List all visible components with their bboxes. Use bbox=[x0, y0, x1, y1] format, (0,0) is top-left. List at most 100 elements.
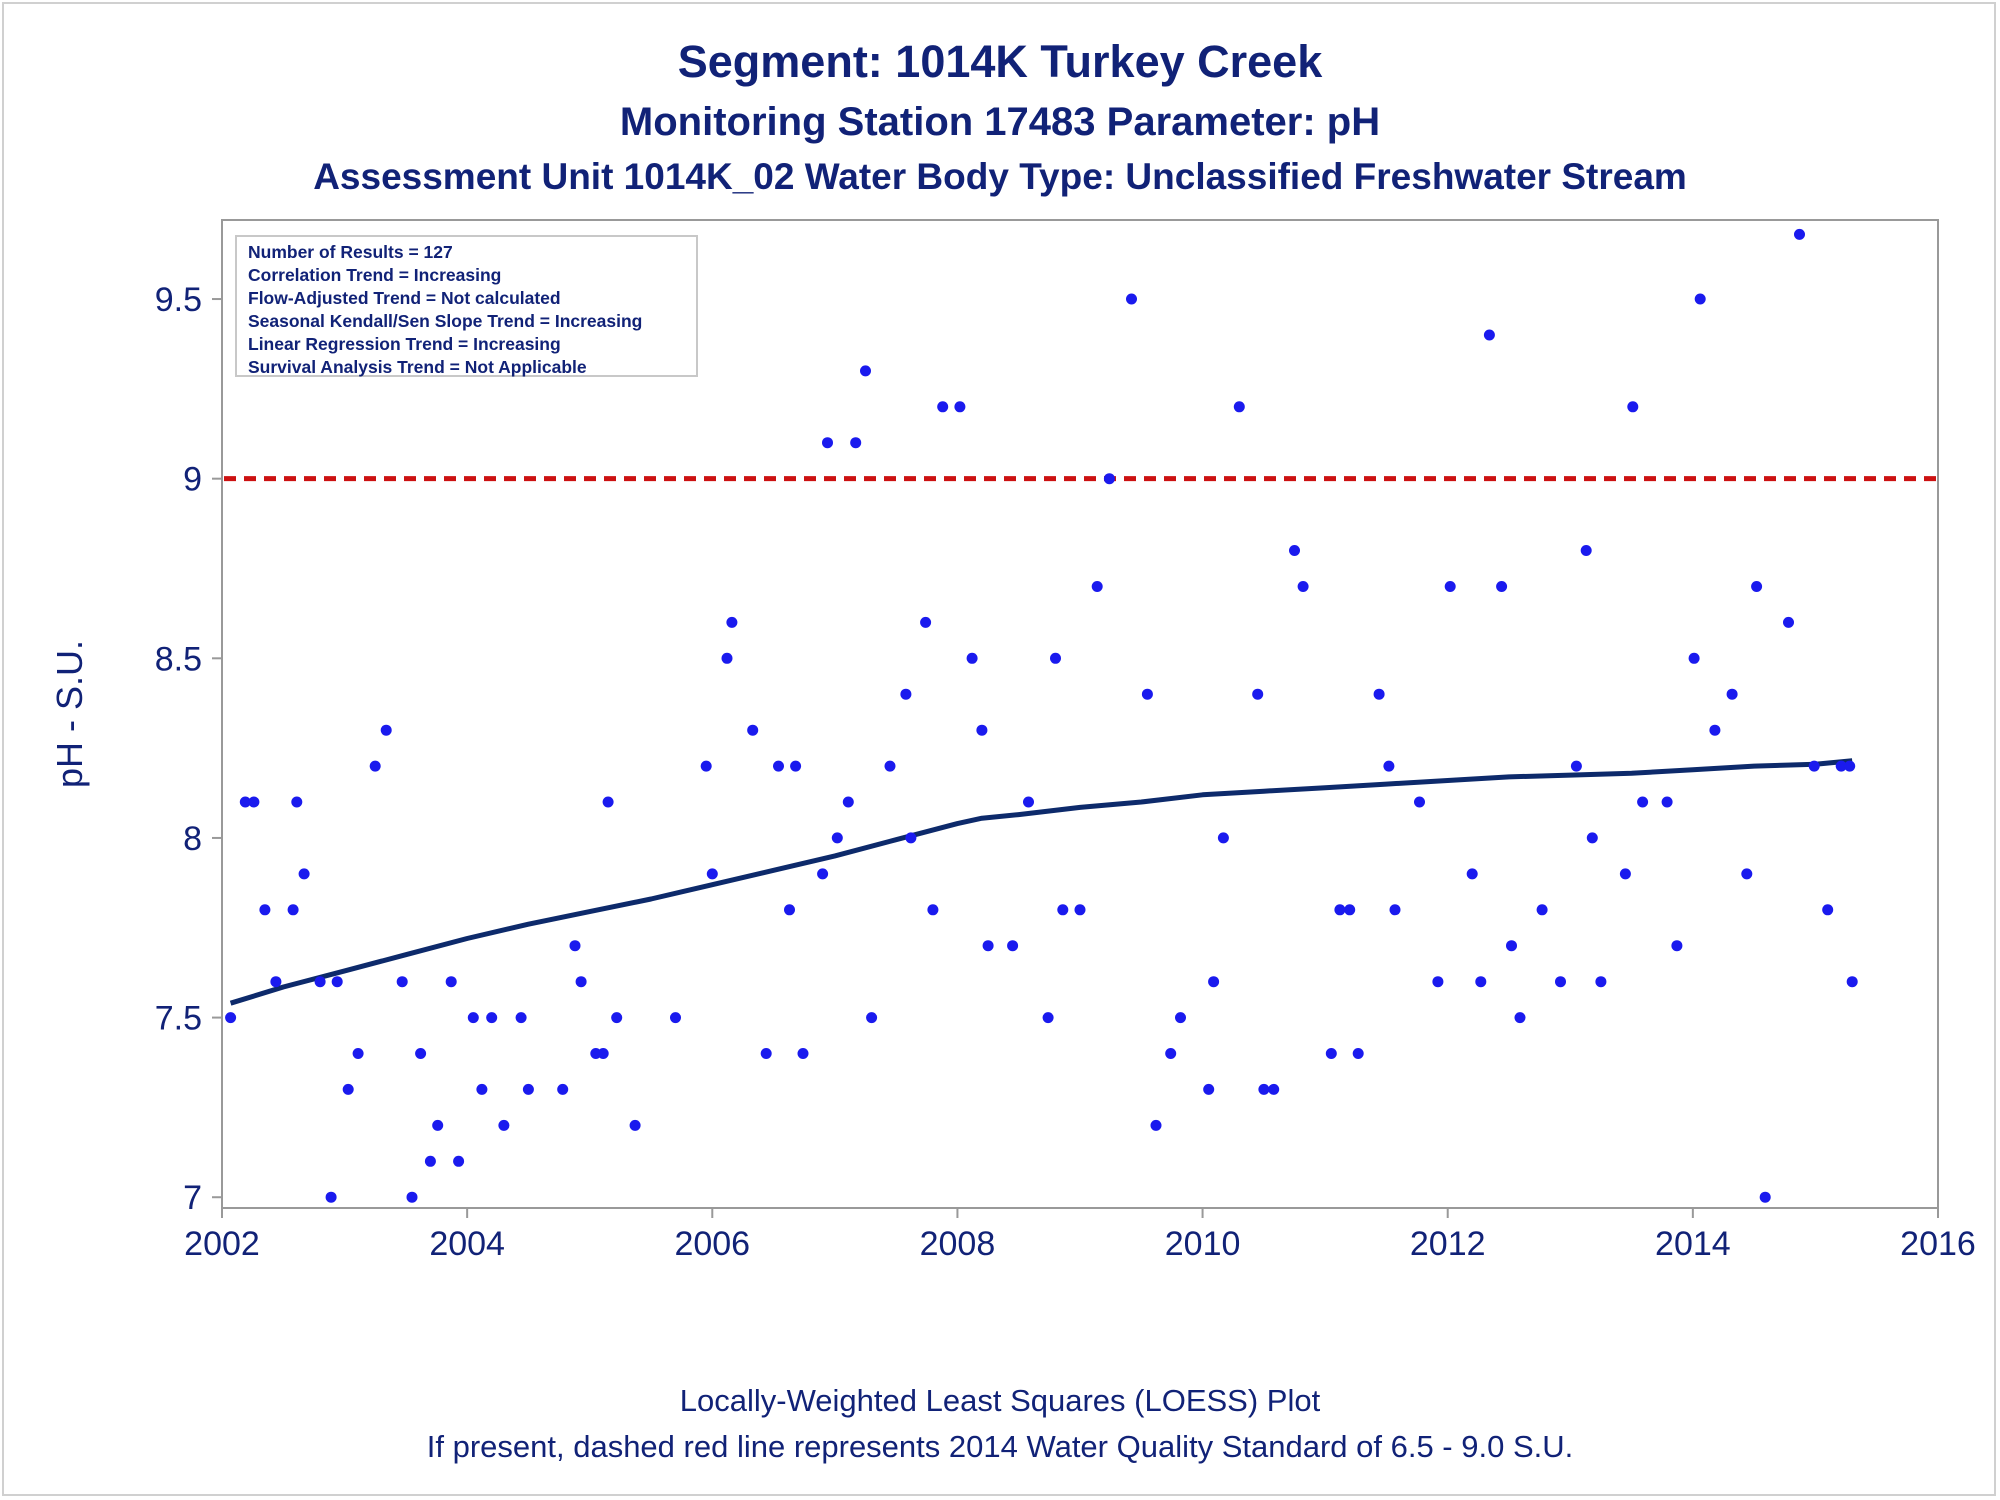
data-point bbox=[432, 1119, 444, 1131]
data-point bbox=[1751, 581, 1763, 592]
data-point bbox=[1570, 760, 1582, 772]
data-point bbox=[1252, 688, 1264, 700]
data-point bbox=[850, 437, 862, 449]
data-point bbox=[1258, 1083, 1270, 1095]
x-tick-label: 2014 bbox=[1655, 1225, 1731, 1263]
data-point bbox=[1671, 940, 1683, 952]
data-point bbox=[927, 904, 939, 916]
data-points bbox=[225, 228, 1858, 1203]
data-point bbox=[842, 796, 854, 808]
data-point bbox=[325, 1191, 337, 1203]
data-point bbox=[369, 760, 381, 772]
chart-subtitle-station: Monitoring Station 17483 Parameter: pH bbox=[619, 100, 1381, 144]
data-point bbox=[1794, 228, 1805, 240]
data-point bbox=[291, 796, 303, 808]
data-point bbox=[1783, 616, 1794, 628]
chart-title: Segment: 1014K Turkey Creek bbox=[677, 36, 1323, 87]
stat-line: Survival Analysis Trend = Not Applicable bbox=[248, 357, 587, 377]
y-tick-label: 8.5 bbox=[155, 640, 202, 678]
data-point bbox=[467, 1012, 479, 1024]
data-point bbox=[498, 1119, 510, 1131]
data-point bbox=[515, 1012, 527, 1024]
loess-line bbox=[229, 758, 1853, 1006]
y-tick-label: 7.5 bbox=[155, 1000, 202, 1038]
data-point bbox=[1050, 652, 1061, 664]
y-tick-label: 8 bbox=[183, 820, 202, 858]
data-point bbox=[721, 652, 733, 664]
data-point bbox=[1007, 940, 1019, 952]
data-point bbox=[1619, 868, 1631, 880]
data-point bbox=[920, 616, 932, 628]
data-point bbox=[248, 796, 260, 808]
data-point bbox=[1165, 1048, 1177, 1059]
data-point bbox=[352, 1048, 364, 1059]
data-point bbox=[557, 1083, 569, 1095]
footnote-method: Locally-Weighted Least Squares (LOESS) P… bbox=[679, 1383, 1321, 1418]
stat-line: Linear Regression Trend = Increasing bbox=[248, 334, 561, 354]
data-point bbox=[1373, 688, 1385, 700]
data-point bbox=[1844, 760, 1856, 772]
data-point bbox=[773, 760, 784, 772]
data-point bbox=[1514, 1012, 1526, 1024]
data-point bbox=[817, 868, 829, 880]
data-point bbox=[1414, 796, 1425, 808]
plot-area-border bbox=[221, 219, 1939, 1209]
data-point bbox=[1444, 581, 1456, 592]
data-point bbox=[1091, 581, 1103, 592]
data-point bbox=[1289, 545, 1300, 556]
data-point bbox=[611, 1012, 623, 1024]
data-point bbox=[597, 1048, 609, 1059]
data-point bbox=[976, 724, 988, 736]
data-point bbox=[726, 616, 738, 628]
data-point bbox=[1175, 1012, 1186, 1024]
loess-curve bbox=[229, 758, 1853, 1006]
x-tick-label: 2008 bbox=[920, 1225, 996, 1263]
data-point bbox=[1042, 1012, 1054, 1024]
y-axis-title: pH - S.U. bbox=[49, 640, 90, 788]
data-point bbox=[1466, 868, 1478, 880]
data-point bbox=[1325, 1048, 1337, 1059]
data-point bbox=[1661, 796, 1673, 808]
data-point bbox=[1506, 940, 1517, 952]
stat-line: Seasonal Kendall/Sen Slope Trend = Incre… bbox=[248, 311, 643, 331]
y-tick-label: 9 bbox=[183, 461, 202, 499]
data-point bbox=[1694, 293, 1706, 305]
data-point bbox=[602, 796, 614, 808]
data-point bbox=[1203, 1083, 1215, 1095]
data-point bbox=[797, 1048, 809, 1059]
data-point bbox=[225, 1012, 237, 1024]
data-point bbox=[1023, 796, 1034, 808]
data-point bbox=[1208, 976, 1220, 988]
data-point bbox=[700, 760, 712, 772]
data-point bbox=[1496, 581, 1508, 592]
data-point bbox=[982, 940, 994, 952]
data-point bbox=[239, 796, 251, 808]
x-tick-label: 2002 bbox=[184, 1225, 260, 1263]
data-point bbox=[424, 1155, 436, 1167]
data-point bbox=[1074, 904, 1086, 916]
data-point bbox=[1150, 1119, 1162, 1131]
data-point bbox=[629, 1119, 641, 1131]
data-point bbox=[1637, 796, 1649, 808]
data-point bbox=[1217, 832, 1229, 844]
stat-line: Flow-Adjusted Trend = Not calculated bbox=[248, 288, 561, 308]
data-point bbox=[1475, 976, 1487, 988]
data-point bbox=[1726, 688, 1738, 700]
data-point bbox=[1057, 904, 1069, 916]
data-point bbox=[270, 976, 282, 988]
data-point bbox=[1580, 545, 1592, 556]
data-point bbox=[1555, 976, 1566, 988]
data-point bbox=[259, 904, 271, 916]
data-point bbox=[1432, 976, 1444, 988]
stat-line: Correlation Trend = Increasing bbox=[248, 265, 502, 285]
data-point bbox=[1822, 904, 1834, 916]
x-tick-label: 2006 bbox=[674, 1225, 750, 1263]
data-point bbox=[1141, 688, 1153, 700]
data-point bbox=[1536, 904, 1548, 916]
data-point bbox=[1808, 760, 1820, 772]
data-point bbox=[860, 365, 871, 377]
data-point bbox=[790, 760, 802, 772]
x-tick-label: 2010 bbox=[1165, 1225, 1241, 1263]
trend-statistics-box: Number of Results = 127 Correlation Trend… bbox=[235, 235, 698, 377]
